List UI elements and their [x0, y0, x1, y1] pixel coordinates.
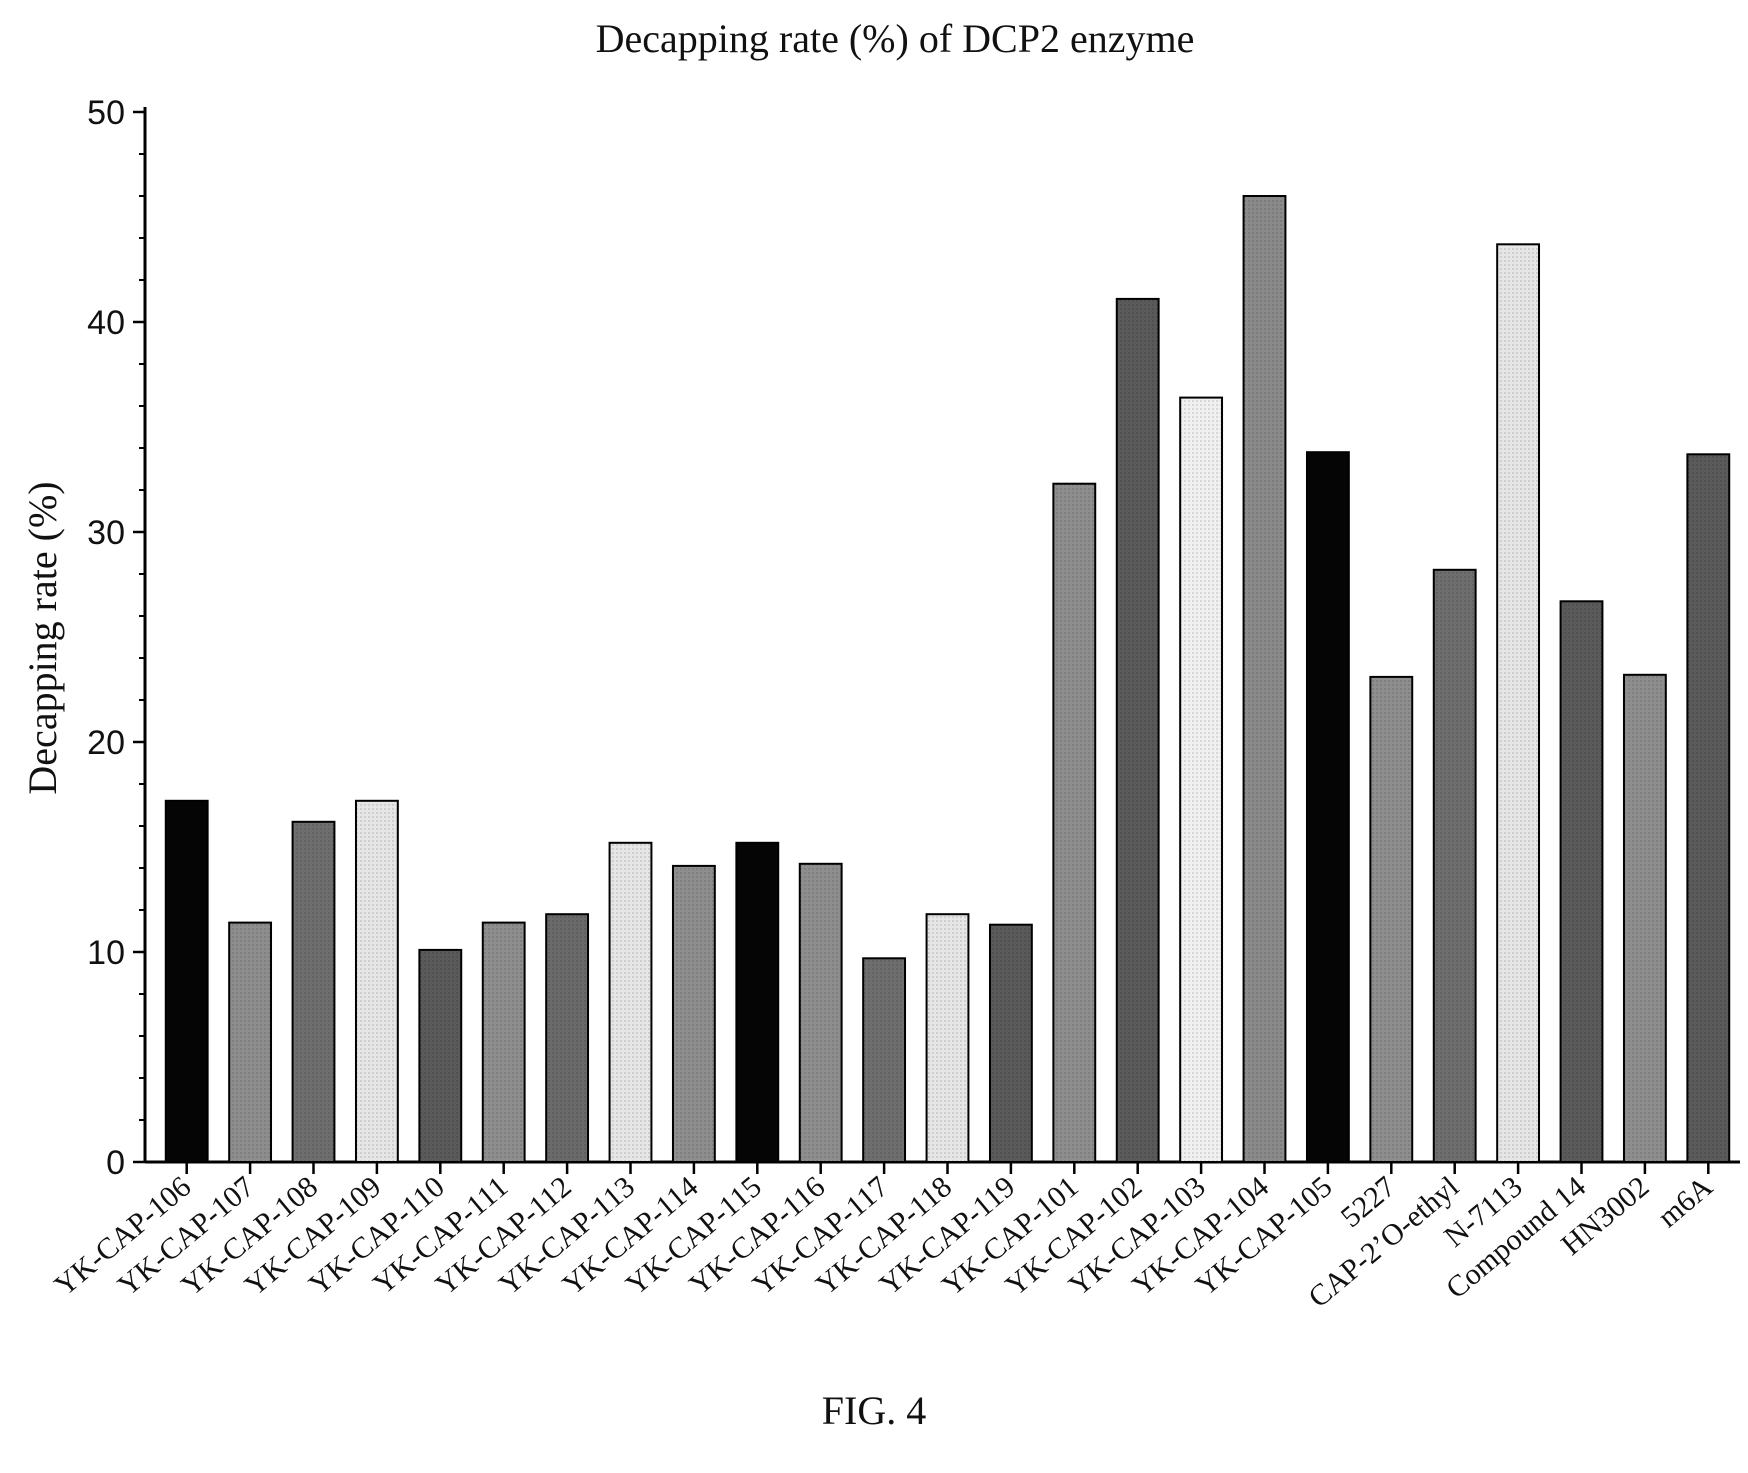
y-tick-label: 50	[87, 94, 125, 132]
y-axis-label: Decapping rate (%)	[20, 481, 65, 794]
y-tick-label: 30	[87, 514, 125, 552]
bar-texture	[799, 863, 842, 1162]
bar-texture	[989, 924, 1032, 1162]
y-tick-label: 40	[87, 304, 125, 342]
y-tick-label: 10	[87, 934, 125, 972]
bar-texture	[1243, 196, 1286, 1162]
bar-texture	[926, 914, 969, 1162]
y-tick-label: 20	[87, 724, 125, 762]
bar-texture	[482, 922, 525, 1162]
bar-texture	[1116, 298, 1159, 1162]
bar-texture	[1687, 454, 1730, 1162]
bar-texture	[292, 821, 335, 1162]
bar-texture	[355, 800, 398, 1162]
bar-texture	[419, 949, 462, 1162]
bar-texture	[609, 842, 652, 1162]
bar-texture	[165, 800, 208, 1162]
bar-texture	[1306, 452, 1349, 1162]
y-tick-labels: 0 10 20 30 40 50	[87, 94, 125, 1182]
chart-title: Decapping rate (%) of DCP2 enzyme	[596, 16, 1195, 61]
bar-texture	[1370, 676, 1413, 1162]
bars-group	[164, 195, 1731, 1164]
bar-texture	[736, 842, 779, 1162]
bar-texture	[1497, 244, 1540, 1163]
bar-texture	[229, 922, 272, 1162]
bar-texture	[1623, 674, 1666, 1162]
bar-texture	[1053, 483, 1096, 1162]
bar-texture	[863, 958, 906, 1162]
bar-texture	[672, 865, 715, 1162]
y-tick-label: 0	[106, 1144, 125, 1182]
figure-caption: FIG. 4	[822, 1388, 926, 1433]
x-tick-label: m6A	[1652, 1170, 1719, 1234]
x-tick-labels: YK-CAP-106YK-CAP-107YK-CAP-108YK-CAP-109…	[48, 1170, 1719, 1314]
bar-texture	[546, 914, 589, 1162]
bar-texture	[1560, 601, 1603, 1162]
bar-texture	[1180, 397, 1223, 1163]
bar-texture	[1433, 569, 1476, 1162]
